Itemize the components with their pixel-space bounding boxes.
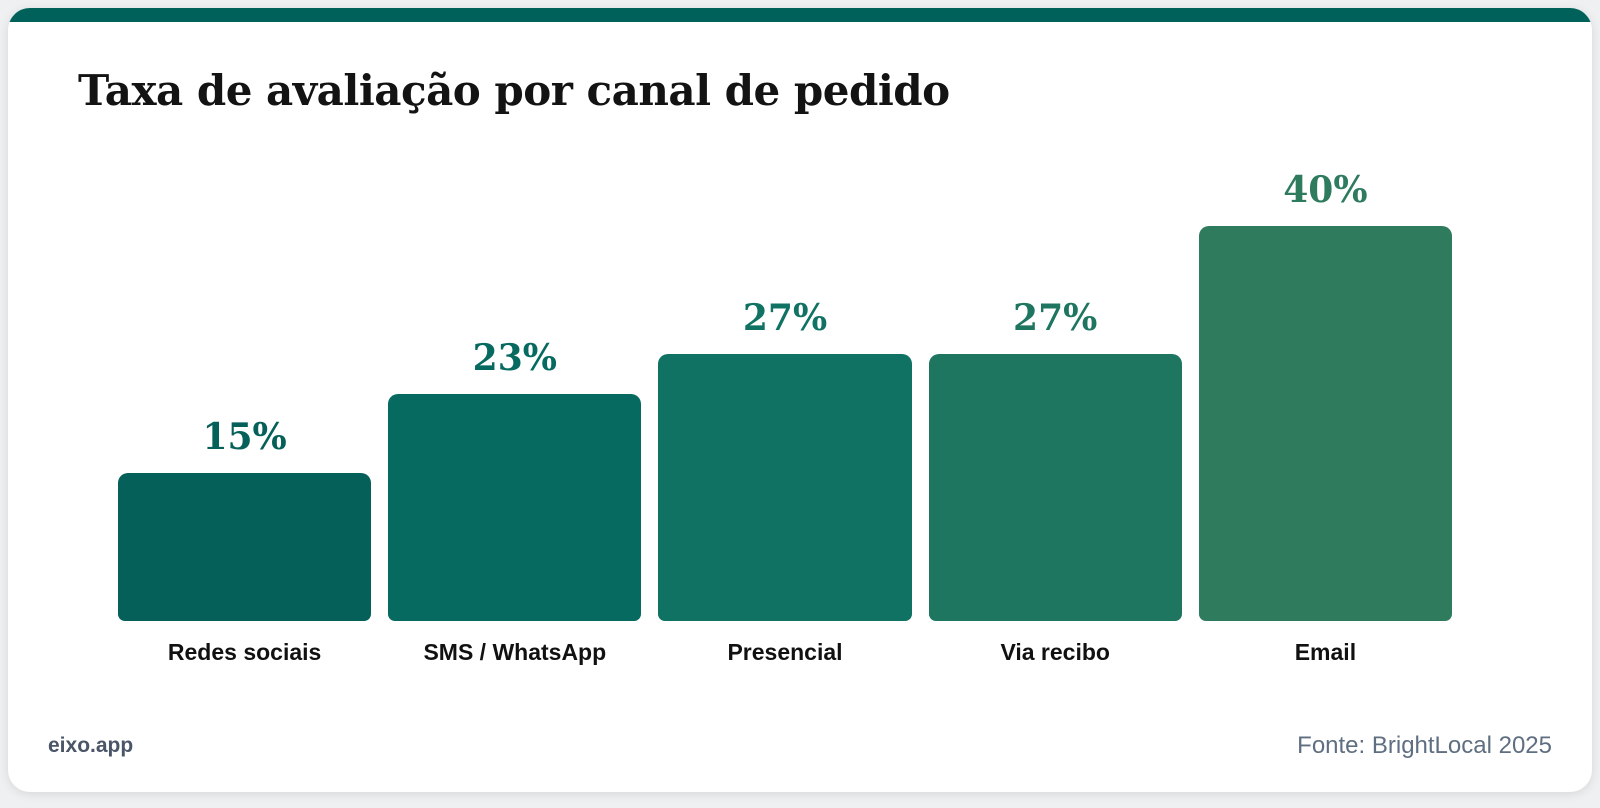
bar-sms-whatsapp bbox=[388, 394, 642, 621]
bar-value-label: 15% bbox=[202, 416, 287, 458]
bar-email bbox=[1198, 226, 1453, 621]
bar-value-label: 23% bbox=[472, 337, 557, 379]
bar-value-label: 40% bbox=[1283, 169, 1368, 211]
bar-category-label: Presencial bbox=[727, 639, 843, 665]
bar-via-recibo bbox=[928, 354, 1182, 621]
bar-group-email: 40% Email bbox=[1198, 169, 1453, 666]
bar-category-label: Via recibo bbox=[1000, 639, 1110, 665]
bar-group-via-recibo: 27% Via recibo bbox=[928, 297, 1182, 666]
bar-presencial bbox=[658, 354, 912, 621]
bar-category-label: Redes sociais bbox=[167, 639, 322, 665]
bar-group-sms-whatsapp: 23% SMS / WhatsApp bbox=[388, 337, 642, 666]
bar-value-label: 27% bbox=[742, 297, 828, 339]
bar-redes-sociais bbox=[118, 473, 372, 621]
top-accent-strip bbox=[8, 8, 1592, 22]
chart-card: Taxa de avaliação por canal de pedido 15… bbox=[8, 8, 1592, 792]
chart-title: Taxa de avaliação por canal de pedido bbox=[78, 66, 950, 115]
footer-source: Fonte: BrightLocal 2025 bbox=[1297, 732, 1552, 759]
bar-value-label: 27% bbox=[1013, 297, 1098, 339]
bar-category-label: Email bbox=[1294, 639, 1357, 665]
bar-group-presencial: 27% Presencial bbox=[658, 297, 912, 666]
bar-group-redes-sociais: 15% Redes sociais bbox=[118, 416, 372, 666]
footer-brand: eixo.app bbox=[48, 734, 134, 757]
bar-chart: 15% Redes sociais 23% SMS / WhatsApp 27%… bbox=[118, 169, 1453, 666]
bar-category-label: SMS / WhatsApp bbox=[423, 639, 607, 665]
